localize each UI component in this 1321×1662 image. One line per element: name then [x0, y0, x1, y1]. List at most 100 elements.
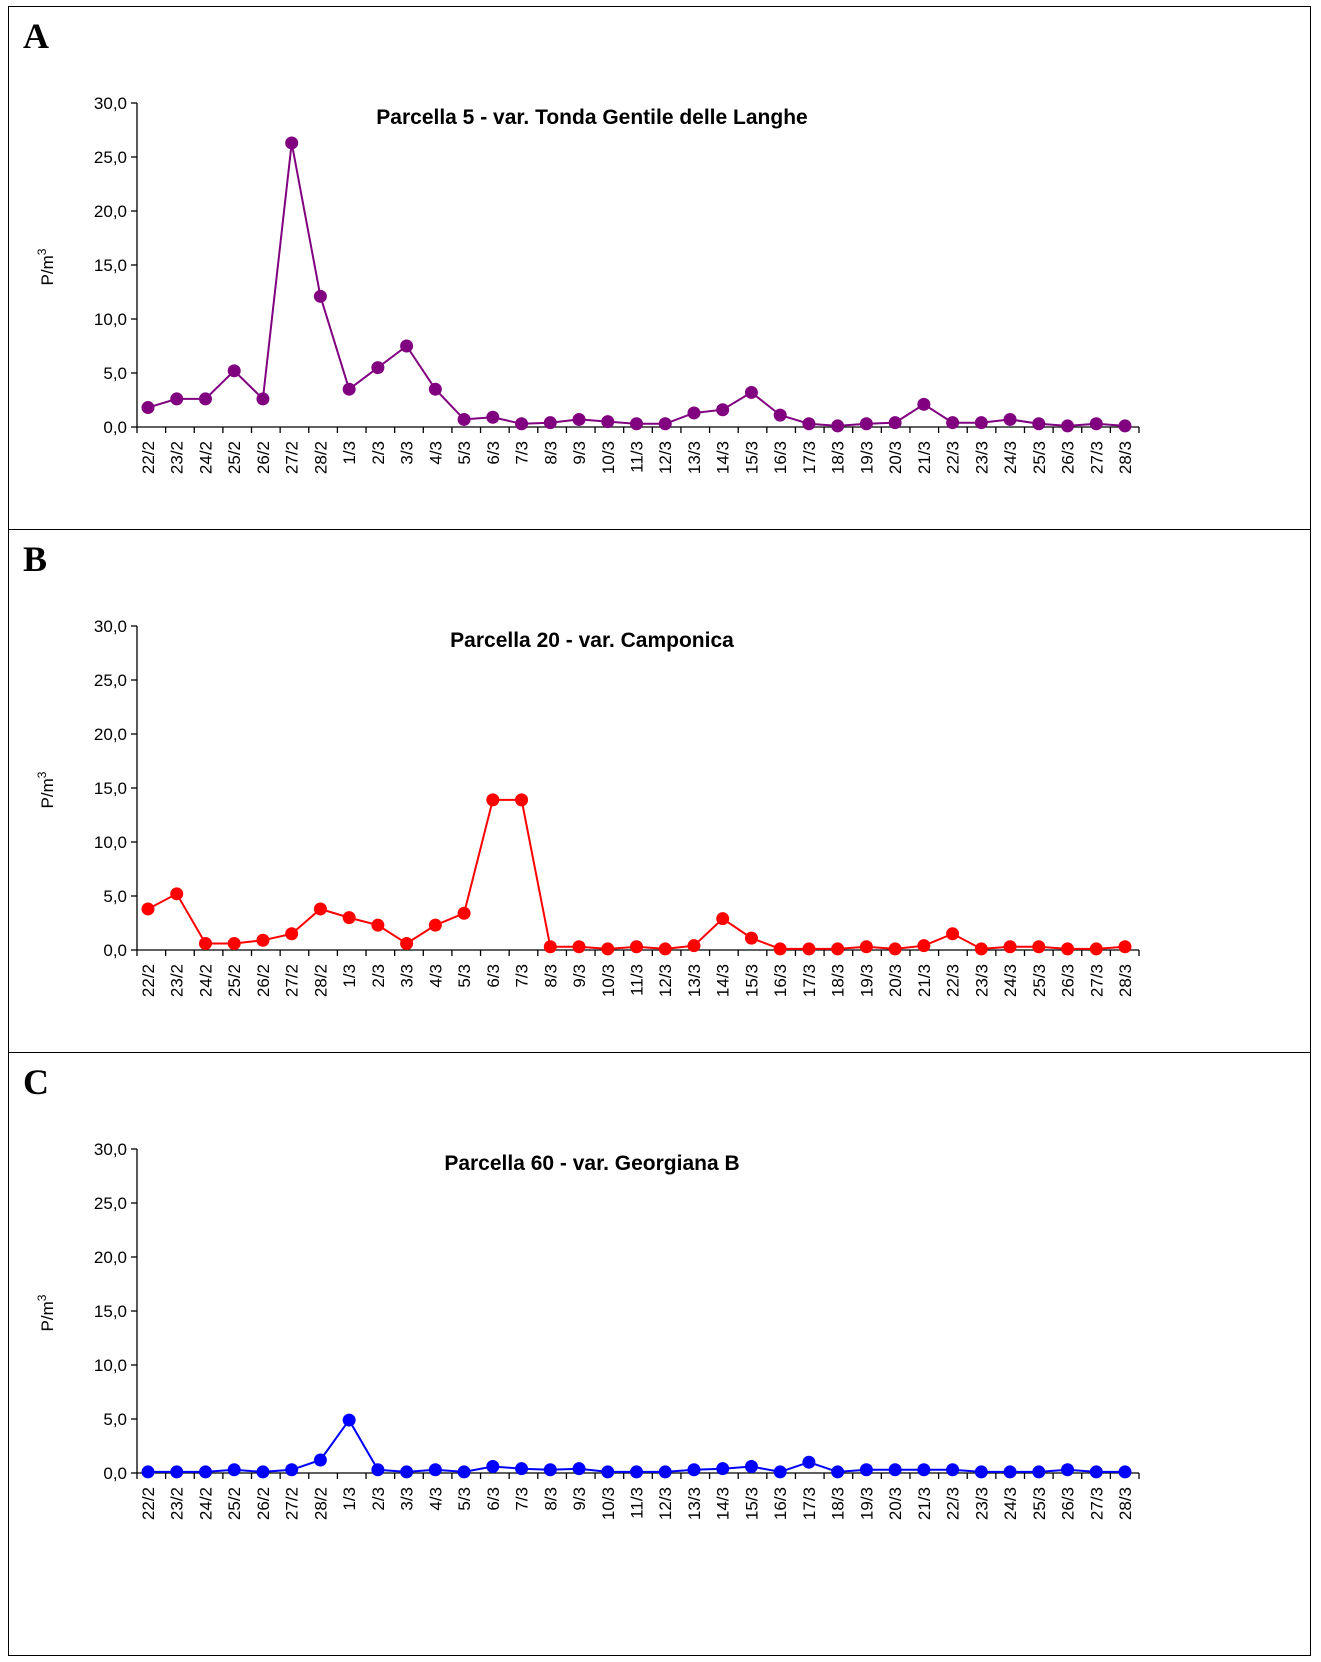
data-point: [170, 1465, 184, 1479]
x-tick-label: 8/3: [541, 1487, 560, 1511]
data-point: [888, 942, 902, 956]
data-point: [917, 939, 931, 953]
x-tick-label: 25/3: [1030, 441, 1049, 474]
x-tick-label: 12/3: [656, 964, 675, 997]
data-point: [716, 403, 730, 417]
x-tick-label: 25/2: [225, 1487, 244, 1520]
y-tick-label: 5,0: [103, 887, 127, 906]
data-point: [946, 927, 960, 941]
data-point: [687, 1463, 701, 1477]
data-point: [744, 931, 758, 945]
data-point: [1061, 419, 1075, 433]
data-point: [141, 1465, 155, 1479]
x-tick-label: 28/3: [1116, 964, 1135, 997]
data-point: [802, 942, 816, 956]
x-tick-label: 4/3: [426, 964, 445, 988]
x-tick-label: 8/3: [541, 964, 560, 988]
data-point: [543, 416, 557, 430]
data-point: [974, 1465, 988, 1479]
x-tick-label: 25/3: [1030, 1487, 1049, 1520]
x-tick-label: 22/2: [139, 1487, 158, 1520]
x-tick-label: 21/3: [915, 1487, 934, 1520]
data-point: [1061, 942, 1075, 956]
y-tick-label: 5,0: [103, 1410, 127, 1429]
data-point: [313, 1453, 327, 1467]
data-point: [1032, 940, 1046, 954]
x-tick-label: 19/3: [857, 964, 876, 997]
data-point: [1003, 412, 1017, 426]
data-point: [888, 416, 902, 430]
data-point: [572, 940, 586, 954]
x-tick-label: 27/3: [1087, 964, 1106, 997]
x-tick-label: 11/3: [628, 441, 647, 473]
data-point: [831, 419, 845, 433]
x-tick-label: 22/2: [139, 441, 158, 474]
data-point: [515, 793, 529, 807]
data-point: [371, 1463, 385, 1477]
x-tick-label: 25/2: [225, 441, 244, 474]
x-tick-label: 23/3: [972, 964, 991, 997]
x-tick-label: 6/3: [484, 441, 503, 465]
x-tick-label: 15/3: [742, 441, 761, 474]
x-tick-label: 7/3: [513, 1487, 532, 1511]
x-tick-label: 17/3: [800, 1487, 819, 1520]
x-tick-label: 2/3: [369, 441, 388, 465]
x-tick-label: 18/3: [829, 441, 848, 474]
data-point: [773, 1465, 787, 1479]
data-point: [946, 416, 960, 430]
data-point: [1118, 419, 1132, 433]
x-tick-label: 11/3: [628, 1487, 647, 1519]
x-tick-label: 28/3: [1116, 441, 1135, 474]
data-point: [1089, 1465, 1103, 1479]
x-tick-label: 23/3: [972, 441, 991, 474]
data-point: [572, 1462, 586, 1476]
data-point: [773, 942, 787, 956]
x-tick-label: 12/3: [656, 441, 675, 474]
y-tick-label: 0,0: [103, 941, 127, 960]
y-axis-label-superscript: 3: [35, 1294, 49, 1301]
x-tick-label: 5/3: [455, 441, 474, 465]
x-tick-label: 28/3: [1116, 1487, 1135, 1520]
y-tick-label: 5,0: [103, 364, 127, 383]
data-point: [946, 1463, 960, 1477]
chart-title: Parcella 20 - var. Camponica: [450, 629, 734, 652]
data-point: [313, 289, 327, 303]
x-tick-label: 22/3: [944, 441, 963, 474]
y-axis-label: P/m3: [35, 771, 57, 808]
data-point: [630, 940, 643, 954]
data-point: [601, 415, 615, 429]
data-point: [400, 937, 414, 951]
chart-panel-b: Parcella 20 - var. CamponicaP/m30,05,010…: [35, 617, 1140, 997]
panel-c: C Parcella 60 - var. Georgiana B P/m3 0,0 5…: [8, 1052, 1311, 1656]
x-tick-label: 27/2: [283, 441, 302, 474]
x-tick-label: 19/3: [857, 441, 876, 474]
y-tick-label: 15,0: [94, 779, 127, 798]
data-point: [457, 906, 471, 920]
data-point: [227, 1463, 241, 1477]
x-tick-label: 27/2: [283, 1487, 302, 1520]
data-point: [342, 1413, 356, 1427]
data-point: [831, 942, 845, 956]
x-tick-label: 11/3: [628, 964, 647, 996]
x-tick-label: 27/3: [1087, 1487, 1106, 1520]
data-point: [428, 918, 442, 932]
y-axis-label: P/m3: [35, 248, 57, 285]
x-tick-label: 22/3: [944, 1487, 963, 1520]
x-tick-label: 5/3: [455, 1487, 474, 1511]
data-point: [285, 136, 299, 150]
y-axis-label: P/m3: [35, 1294, 57, 1331]
x-tick-label: 14/3: [714, 1487, 733, 1520]
x-tick-label: 20/3: [886, 1487, 905, 1520]
x-tick-label: 4/3: [426, 441, 445, 465]
x-tick-label: 7/3: [513, 441, 532, 465]
x-tick-label: 16/3: [771, 441, 790, 474]
data-point: [773, 408, 787, 422]
data-point: [974, 942, 988, 956]
x-tick-label: 23/2: [168, 964, 187, 997]
y-tick-label: 20,0: [94, 725, 127, 744]
panel-letter: B: [23, 539, 48, 579]
x-tick-label: 28/2: [311, 441, 330, 474]
data-point: [198, 392, 212, 406]
y-tick-label: 10,0: [94, 310, 127, 329]
x-tick-label: 24/2: [196, 441, 215, 474]
